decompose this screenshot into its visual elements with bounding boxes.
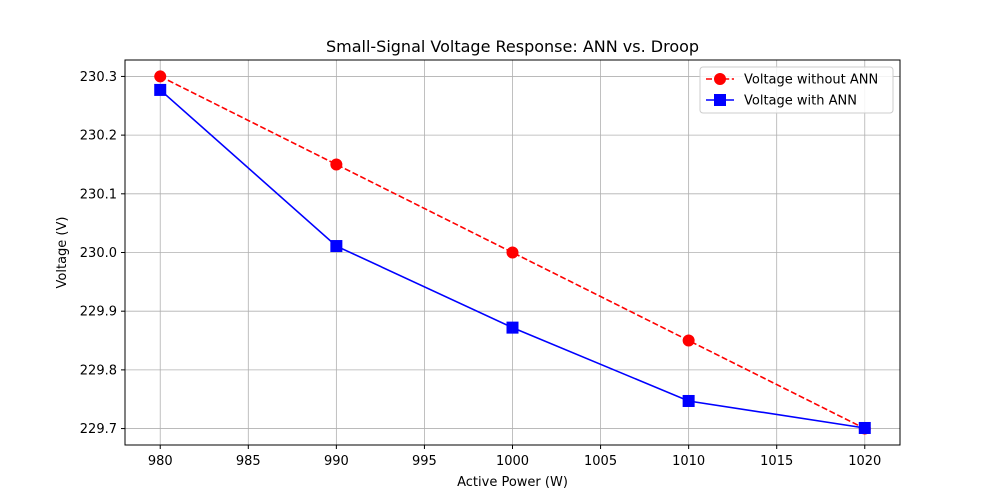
- series-1-point: [330, 158, 343, 171]
- y-tick-label: 229.9: [80, 305, 117, 320]
- series-1-point: [682, 334, 695, 347]
- series-1-point: [506, 246, 519, 259]
- x-axis-label: Active Power (W): [457, 475, 568, 490]
- series-2-point: [506, 321, 519, 334]
- x-tick-label: 995: [412, 454, 437, 469]
- series-1-line: [159, 75, 866, 430]
- series-2-point: [154, 83, 167, 96]
- chart-title: Small-Signal Voltage Response: ANN vs. D…: [326, 37, 699, 56]
- x-tick-label: 1000: [496, 454, 529, 469]
- y-tick-label: 230.1: [80, 187, 117, 202]
- legend-entry: Voltage with ANN: [706, 94, 857, 109]
- series-1-point: [154, 70, 167, 83]
- series-2-point: [682, 394, 695, 407]
- series-2-point: [858, 421, 871, 434]
- x-tick-label: 1005: [584, 454, 617, 469]
- y-tick-label: 229.8: [80, 363, 117, 378]
- y-tick-label: 230.2: [80, 129, 117, 144]
- y-tick-label: 229.7: [80, 422, 117, 437]
- x-tick-label: 980: [148, 454, 173, 469]
- legend: Voltage without ANN Voltage with ANN: [699, 66, 894, 114]
- legend-marker: [714, 73, 726, 85]
- series-layer: [154, 70, 871, 435]
- y-tick-label: 230.3: [80, 70, 117, 85]
- x-tick-label: 990: [324, 454, 349, 469]
- series-2-point: [330, 240, 343, 253]
- ticks: 980 985 990 995 1000 1005 1010 1015 1020 229.7 229…: [80, 70, 882, 469]
- x-tick-label: 1020: [848, 454, 881, 469]
- legend-entry: Voltage without ANN: [706, 73, 878, 88]
- x-tick-label: 985: [236, 454, 261, 469]
- y-tick-label: 230.0: [80, 246, 117, 261]
- x-tick-label: 1010: [672, 454, 705, 469]
- legend-box: [699, 66, 894, 114]
- series-1: [154, 70, 871, 435]
- y-axis-label: Voltage (V): [55, 217, 70, 289]
- x-tick-label: 1015: [760, 454, 793, 469]
- grid: [125, 60, 900, 445]
- legend-label: Voltage without ANN: [744, 73, 878, 88]
- legend-marker: [714, 94, 726, 106]
- legend-label: Voltage with ANN: [744, 94, 857, 109]
- series-2: [154, 83, 871, 434]
